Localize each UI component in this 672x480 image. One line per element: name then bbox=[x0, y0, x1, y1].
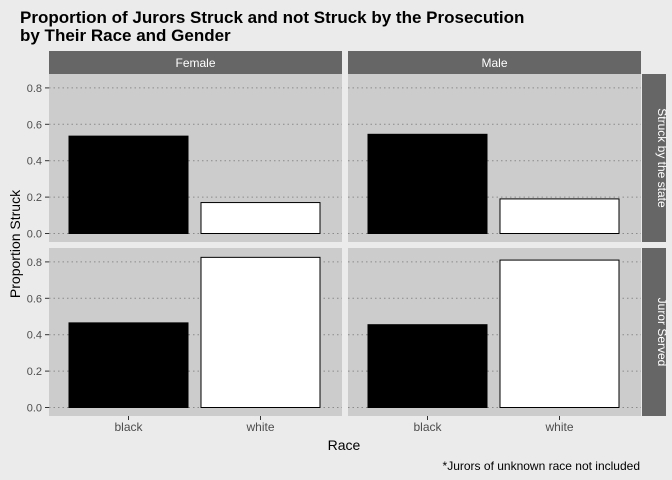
x-tick-label: black bbox=[114, 420, 143, 434]
facet-strip-female bbox=[49, 51, 342, 74]
y-tick-label: 0.8 bbox=[27, 257, 42, 269]
caption: *Jurors of unknown race not included bbox=[443, 459, 640, 473]
facet-strip-male bbox=[348, 51, 641, 74]
bar-black bbox=[367, 324, 488, 408]
bar-white bbox=[499, 259, 620, 408]
chart-title-line1: Proportion of Jurors Struck and not Stru… bbox=[20, 8, 524, 27]
x-tick-label: white bbox=[544, 420, 573, 434]
y-tick-label: 0.4 bbox=[27, 330, 42, 342]
facet-strip-label: Juror Served bbox=[655, 298, 669, 367]
y-tick-label: 0.4 bbox=[27, 156, 42, 168]
bar-white bbox=[200, 256, 321, 408]
facet-strip-juror-served bbox=[642, 248, 666, 416]
facet-strip-label: Struck by the state bbox=[655, 108, 669, 208]
x-tick-label: black bbox=[413, 420, 442, 434]
facet-strip-struck-by-the-state bbox=[642, 74, 666, 242]
y-tick-label: 0.2 bbox=[27, 366, 42, 378]
y-tick-label: 0.0 bbox=[27, 403, 42, 415]
y-tick-label: 0.2 bbox=[27, 192, 42, 204]
y-tick-label: 0.8 bbox=[27, 83, 42, 95]
facet-strip-label: Female bbox=[175, 56, 215, 70]
panels-layer: Female Male Struck by the state Juror Serve… bbox=[27, 51, 669, 434]
y-axis-label: Proportion Struck bbox=[7, 189, 23, 298]
y-tick-label: 0.6 bbox=[27, 293, 42, 305]
bar-white bbox=[499, 198, 620, 234]
bar-black bbox=[367, 133, 488, 234]
x-axis-label: Race bbox=[328, 437, 361, 453]
x-tick-label: white bbox=[245, 420, 274, 434]
facet-strip-label: Male bbox=[481, 56, 507, 70]
y-tick-label: 0.6 bbox=[27, 119, 42, 131]
bar-white bbox=[200, 202, 321, 234]
bar-black bbox=[68, 135, 189, 235]
y-tick-label: 0.0 bbox=[27, 229, 42, 241]
bar-black bbox=[68, 322, 189, 408]
chart-title-line2: by Their Race and Gender bbox=[20, 26, 231, 45]
